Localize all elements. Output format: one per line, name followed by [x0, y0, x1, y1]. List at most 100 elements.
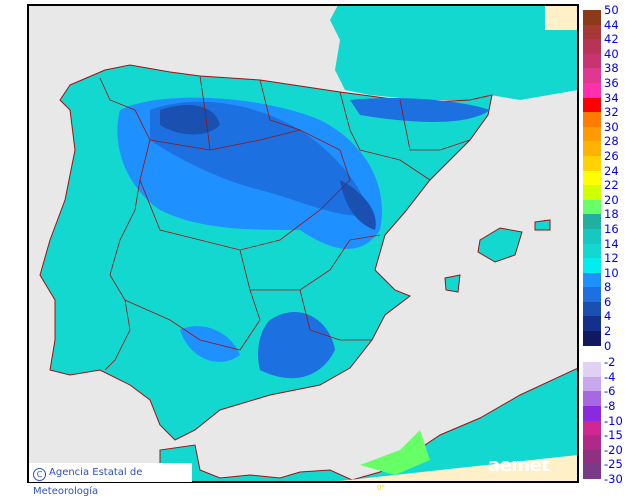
legend-label: 8 [604, 280, 612, 295]
credit-text: Agencia Estatal de Meteorología [33, 467, 143, 497]
legend-item: -6 [583, 385, 630, 407]
legend-label: 16 [604, 221, 619, 236]
legend-item: -2 [583, 356, 630, 377]
legend-swatch [583, 331, 601, 346]
legend-item: 10 [583, 267, 630, 288]
legend-item: -4 [583, 371, 630, 392]
legend-swatch [583, 479, 601, 494]
legend-swatch [583, 112, 601, 127]
legend-item: 16 [583, 223, 630, 244]
legend-item: 12 [583, 252, 630, 273]
legend-item: -15 [583, 429, 630, 450]
mallorca [477, 227, 523, 263]
legend-swatch [583, 316, 601, 332]
legend-swatch [583, 214, 601, 229]
admin-borders [99, 75, 471, 371]
legend-item: 22 [583, 179, 630, 200]
legend-label: 24 [604, 163, 619, 178]
legend-label: 14 [604, 236, 619, 251]
legend-label: 36 [604, 75, 619, 90]
legend-swatch [583, 376, 601, 392]
france-land [330, 5, 578, 100]
ibiza [444, 274, 461, 293]
temperature-legend: 50 44 42 40 38 36 34 32 30 28 26 24 22 20 18 16 14 12 10 8 6… [583, 4, 630, 494]
legend-swatch [583, 10, 601, 25]
legend-label: 44 [604, 17, 619, 32]
legend-label: -2 [604, 355, 616, 370]
legend-label: 10 [604, 265, 619, 280]
legend-swatch [583, 155, 601, 171]
legend-swatch [583, 346, 601, 361]
legend-swatch [583, 420, 601, 436]
legend-item: 8 [583, 281, 630, 302]
legend-label: -15 [604, 428, 623, 443]
legend-label: 0 [604, 338, 612, 353]
legend-label: 28 [604, 134, 619, 149]
legend-swatch [583, 301, 601, 317]
legend-label: -25 [604, 457, 623, 472]
legend-item: 14 [583, 238, 630, 259]
legend-swatch [583, 68, 601, 83]
africa-land [159, 367, 579, 483]
legend-swatch [583, 464, 601, 479]
legend-item: 30 [583, 121, 630, 142]
legend-item: 34 [583, 92, 630, 113]
legend-swatch [583, 362, 601, 377]
legend-item: 24 [583, 165, 630, 186]
legend-swatch [583, 170, 601, 186]
legend-label: -6 [604, 384, 616, 399]
legend-label: 20 [604, 192, 619, 207]
legend-item: 18 [583, 208, 630, 229]
legend-label: -20 [604, 442, 623, 457]
legend-swatch [583, 272, 601, 288]
legend-item: 20 [583, 194, 630, 215]
legend-label: 6 [604, 294, 612, 309]
legend-label: 12 [604, 251, 619, 266]
legend-swatch [583, 228, 601, 244]
legend-item: 0 [583, 340, 630, 361]
legend-swatch [583, 406, 601, 421]
legend-swatch [583, 258, 601, 273]
cold-areas [117, 97, 490, 379]
map-frame [27, 4, 579, 483]
legend-item: 36 [583, 77, 630, 98]
legend-item: -25 [583, 458, 630, 479]
legend-label: 30 [604, 119, 619, 134]
legend-item: 38 [583, 62, 630, 83]
legend-label: 22 [604, 178, 619, 193]
legend-swatch [583, 391, 601, 407]
legend-item: 40 [583, 48, 630, 69]
legend-label: -8 [604, 399, 616, 414]
legend-swatch [583, 243, 601, 259]
menorca [534, 219, 551, 231]
legend-label: 18 [604, 207, 619, 222]
legend-item: 44 [583, 19, 630, 40]
legend-item: 6 [583, 296, 630, 317]
legend-swatch [583, 97, 601, 113]
legend-label: 34 [604, 90, 619, 105]
legend-swatch [583, 39, 601, 54]
longitude-label: 0° [377, 484, 385, 492]
legend-label: -4 [604, 369, 616, 384]
legend-label: 32 [604, 105, 619, 120]
legend-item: -20 [583, 444, 630, 465]
legend-item: 2 [583, 325, 630, 346]
legend-swatch [583, 53, 601, 69]
legend-label: 40 [604, 46, 619, 61]
legend-label: 50 [604, 3, 619, 17]
legend-swatch [583, 126, 601, 142]
legend-label: -30 [604, 472, 623, 486]
legend-item: 4 [583, 310, 630, 332]
legend-item: 42 [583, 33, 630, 54]
legend-label: 38 [604, 61, 619, 76]
legend-item: 28 [583, 135, 630, 156]
aemet-logo: aemet [488, 455, 550, 476]
outside-domain-top [545, 5, 578, 30]
legend-swatch [583, 435, 601, 450]
legend-item: -10 [583, 415, 630, 436]
legend-label: 42 [604, 32, 619, 47]
credit-label: C Agencia Estatal de Meteorología [29, 463, 192, 497]
legend-item: 32 [583, 106, 630, 127]
legend-label: -10 [604, 413, 623, 428]
